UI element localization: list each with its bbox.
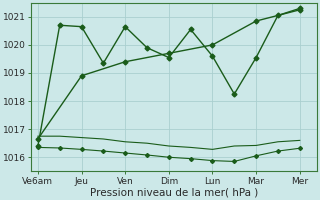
- X-axis label: Pression niveau de la mer( hPa ): Pression niveau de la mer( hPa ): [90, 187, 259, 197]
